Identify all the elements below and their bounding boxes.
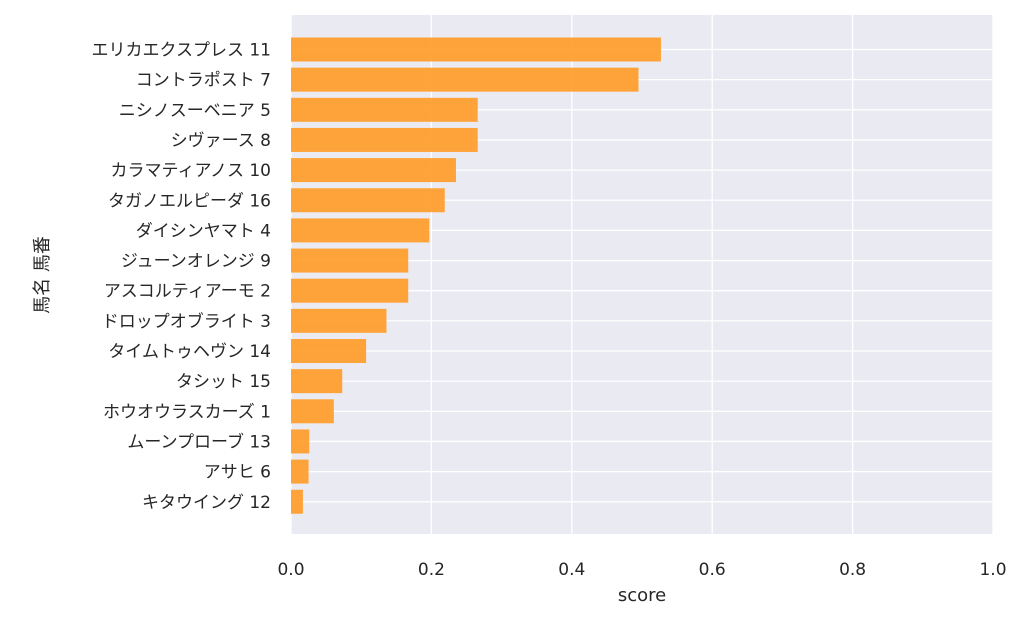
y-tick-label: ドロップオブライト 3 (102, 311, 271, 332)
bar (291, 37, 661, 62)
y-tick-label: ホウオウラスカーズ 1 (103, 402, 271, 422)
bar (291, 67, 639, 92)
bar (291, 489, 303, 514)
y-tick-label: タシット 15 (176, 372, 271, 392)
plot-background (291, 15, 993, 534)
y-tick-label: ムーンプローブ 13 (127, 431, 271, 452)
bar (291, 278, 409, 303)
y-tick-label: ニシノスーベニア 5 (119, 101, 271, 121)
bar (291, 218, 430, 243)
x-tick-label: 0.2 (418, 560, 445, 580)
bar (291, 308, 387, 333)
bar (291, 459, 309, 484)
y-tick-labels: エリカエクスプレス 11 コントラポスト 7 ニシノスーベニア 5 シヴァース 8 カラ… (91, 41, 271, 513)
x-tick-label: 0.8 (839, 560, 866, 580)
y-tick-label: コントラポスト 7 (136, 71, 271, 91)
bar (291, 158, 456, 183)
x-tick-label: 0.4 (558, 560, 585, 580)
bar (291, 248, 409, 273)
y-tick-label: アサヒ 6 (204, 463, 271, 483)
y-tick-label: ジューンオレンジ 9 (121, 252, 271, 272)
y-tick-label: タイムトゥヘヴン 14 (108, 342, 271, 362)
bar (291, 339, 367, 363)
x-tick-label: 1.0 (979, 560, 1006, 580)
bar (291, 429, 310, 454)
x-tick-label: 0.0 (277, 560, 304, 580)
y-tick-label: シヴァース 8 (171, 131, 271, 151)
bar (291, 97, 478, 122)
x-tick-label: 0.6 (699, 560, 726, 580)
y-tick-label: タガノエルピーダ 16 (108, 191, 271, 211)
y-tick-label: ダイシンヤマト 4 (136, 221, 271, 241)
bars (291, 37, 661, 514)
bar (291, 127, 478, 152)
x-tick-labels: 0.0 0.2 0.4 0.6 0.8 1.0 (277, 560, 1006, 580)
y-tick-label: アスコルティアーモ 2 (104, 282, 271, 302)
x-axis-title: score (618, 585, 666, 606)
y-tick-label: エリカエクスプレス 11 (91, 41, 271, 61)
bar (291, 188, 445, 213)
bar (291, 369, 343, 394)
bar (291, 399, 334, 424)
y-tick-label: キタウイング 12 (142, 493, 271, 513)
y-tick-label: カラマティアノス 10 (111, 161, 272, 181)
y-axis-title: 馬名 馬番 (32, 236, 53, 314)
